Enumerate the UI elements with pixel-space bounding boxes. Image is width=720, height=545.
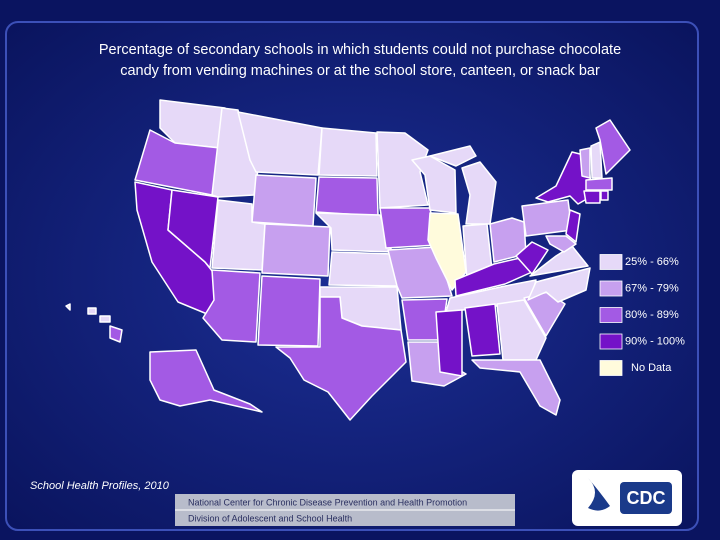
state — [595, 119, 631, 175]
state — [65, 303, 71, 311]
state — [527, 267, 591, 303]
footer-line: Division of Adolescent and School Health — [188, 513, 352, 523]
state — [149, 349, 263, 413]
state — [237, 111, 323, 176]
legend-swatch — [599, 254, 623, 270]
state — [167, 189, 219, 269]
state — [464, 303, 501, 357]
state — [579, 147, 591, 179]
state — [565, 209, 581, 243]
legend-label: No Data — [631, 362, 672, 374]
legend-swatch — [599, 307, 623, 323]
legend-swatch — [599, 280, 623, 297]
state — [435, 309, 463, 377]
state — [583, 190, 601, 204]
state — [515, 241, 549, 275]
state — [99, 315, 111, 323]
title-line: Percentage of secondary schools in which… — [99, 42, 621, 58]
state — [521, 199, 573, 237]
state — [275, 296, 407, 421]
state — [427, 212, 467, 291]
legend-label: 67% - 79% — [625, 282, 679, 294]
legend-label: 90% - 100% — [625, 335, 685, 347]
state — [261, 223, 331, 277]
legend: 25% - 66% 67% - 79% 80% - 89% 90% - 100% No … — [599, 254, 685, 376]
state — [315, 176, 379, 217]
legend-label: 25% - 66% — [625, 256, 679, 268]
state — [429, 145, 477, 167]
state — [315, 212, 393, 253]
state — [87, 307, 97, 315]
state — [251, 174, 317, 227]
state — [328, 251, 398, 287]
legend-swatch — [599, 333, 623, 350]
footer-line: National Center for Chronic Disease Prev… — [188, 497, 467, 507]
state — [318, 127, 378, 177]
us-map — [65, 99, 631, 421]
title-line: candy from vending machines or at the sc… — [120, 63, 600, 79]
state — [496, 299, 547, 361]
state — [545, 235, 577, 253]
cdc-badge — [620, 482, 672, 514]
state — [257, 275, 321, 347]
state — [489, 217, 527, 263]
legend-swatch — [599, 360, 623, 376]
hhs-emblem — [588, 478, 610, 511]
logo-text: CDC — [627, 488, 666, 508]
state — [471, 359, 561, 416]
state — [590, 141, 603, 179]
state — [202, 269, 261, 343]
state — [387, 246, 453, 299]
source: School Health Profiles, 2010 — [30, 480, 170, 492]
legend-label: 80% - 89% — [625, 309, 679, 321]
state — [109, 325, 123, 343]
state — [600, 190, 609, 201]
state — [585, 177, 613, 191]
